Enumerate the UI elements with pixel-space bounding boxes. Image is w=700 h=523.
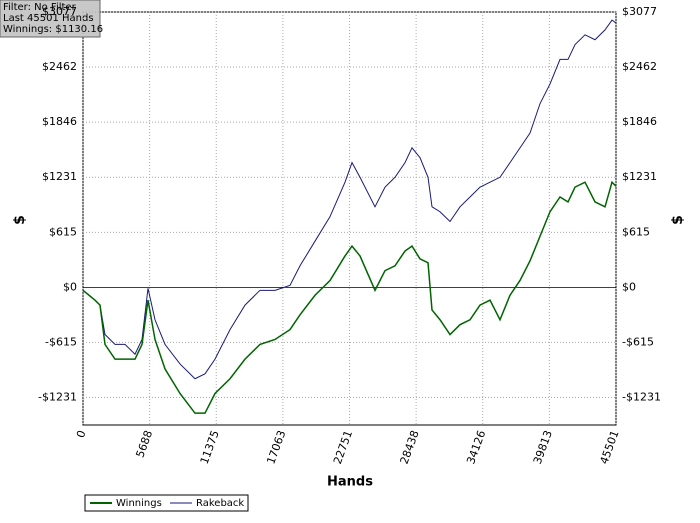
x-tick-label: 39813: [531, 429, 555, 466]
y2-tick-label: $1231: [622, 170, 657, 183]
x-tick-label: 5688: [133, 429, 155, 460]
x-tick-label: 45501: [597, 429, 621, 466]
y-tick-label: $1846: [42, 115, 77, 128]
y2-tick-label: -$615: [622, 335, 654, 348]
y-tick-label: $1231: [42, 170, 77, 183]
y-tick-label: $3077: [42, 5, 77, 18]
y-axis-label: $: [12, 215, 28, 225]
x-tick-label: 34126: [464, 429, 488, 466]
y-tick-label: $0: [63, 280, 77, 293]
x-tick-label: 0: [74, 429, 89, 440]
plot-area: [82, 11, 617, 426]
y2-tick-label: -$1231: [622, 391, 661, 404]
info-text: Last 45501 Hands: [3, 13, 94, 24]
info-box: Filter: No Filter Last 45501 Hands Winni…: [0, 0, 103, 38]
line-series: [82, 19, 617, 380]
y-tick-label: -$615: [45, 335, 77, 348]
x-tick-label: 28438: [398, 429, 422, 466]
legend-label: Winnings: [116, 498, 162, 509]
y-tick-label: $615: [49, 225, 77, 238]
y2-tick-label: $0: [622, 280, 636, 293]
line-series: [82, 180, 617, 414]
y2-tick-label: $615: [622, 225, 650, 238]
info-text: Winnings: $1130.16: [3, 24, 103, 35]
y-tick-label: $2462: [42, 60, 77, 73]
y2-axis-label: $: [670, 215, 686, 225]
x-tick-label: 11375: [198, 429, 222, 466]
y-tick-label: -$1231: [38, 391, 77, 404]
x-tick-label: 22751: [331, 429, 355, 466]
info-text: Filter: No Filter: [3, 2, 77, 13]
legend-label: Rakeback: [196, 498, 244, 509]
x-tick-label: 17063: [264, 429, 288, 466]
y2-tick-label: $3077: [622, 5, 657, 18]
y2-tick-label: $1846: [622, 115, 657, 128]
x-axis-label: Hands: [327, 475, 373, 490]
y2-tick-label: $2462: [622, 60, 657, 73]
legend: [84, 494, 249, 512]
